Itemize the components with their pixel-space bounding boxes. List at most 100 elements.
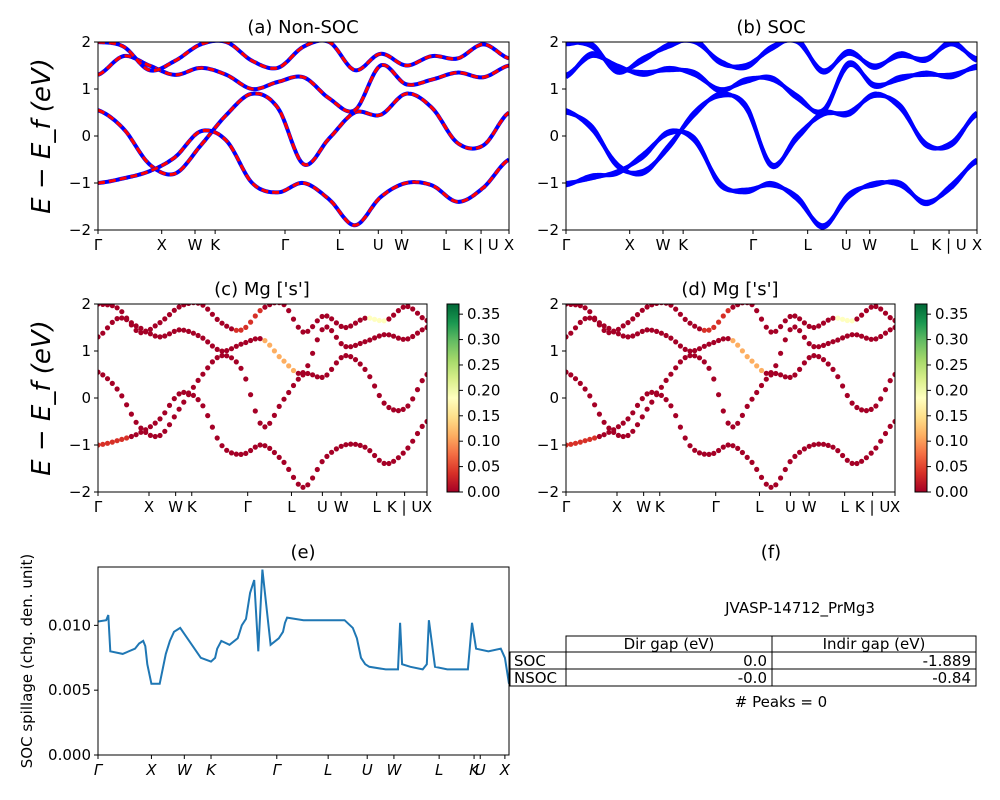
projected-point	[654, 328, 660, 334]
colorbar-tick-label: 0.20	[467, 381, 500, 399]
projected-point	[190, 392, 196, 398]
projected-point	[286, 308, 292, 314]
projected-point	[391, 407, 397, 413]
projected-point	[357, 361, 363, 367]
projected-point	[696, 355, 703, 361]
projected-point	[257, 308, 263, 314]
x-tick-label: L	[755, 498, 764, 516]
row-nsoc-indir: -0.84	[932, 669, 971, 687]
projected-point	[768, 370, 774, 376]
projected-point	[868, 406, 874, 412]
projected-point	[147, 326, 153, 332]
projected-point	[300, 329, 306, 335]
projected-point	[620, 333, 626, 339]
projected-point	[352, 357, 359, 363]
projected-point	[190, 330, 196, 336]
projected-point	[596, 433, 603, 440]
projected-point	[200, 304, 206, 308]
projected-point	[730, 304, 736, 310]
projected-point	[243, 324, 249, 330]
projected-point	[577, 304, 583, 309]
projected-point	[419, 315, 425, 321]
projected-point	[720, 313, 726, 319]
projected-point	[644, 406, 650, 412]
plot-frame	[97, 566, 510, 756]
x-tick-label: W	[862, 236, 877, 254]
projected-point	[572, 325, 579, 331]
projected-point	[98, 304, 101, 307]
projected-point	[849, 400, 855, 406]
projected-point	[128, 411, 134, 417]
projected-point	[887, 315, 893, 321]
projected-point	[410, 396, 416, 402]
y-tick-label: 1	[549, 342, 559, 360]
projected-point	[863, 308, 870, 314]
projected-point	[238, 365, 244, 371]
projected-point	[295, 481, 301, 487]
projected-point	[386, 316, 392, 322]
projected-point	[696, 450, 703, 456]
projected-point	[252, 313, 258, 319]
projected-point	[400, 304, 406, 310]
projected-point	[176, 406, 182, 412]
projected-point	[787, 374, 793, 380]
x-tick-label: L	[442, 236, 451, 254]
x-tick-label: K	[678, 236, 689, 254]
projected-point	[100, 441, 106, 447]
projected-point	[811, 442, 817, 448]
projected-point	[773, 363, 779, 369]
projected-point	[214, 435, 220, 441]
projected-point	[849, 460, 855, 466]
peaks-count: # Peaks = 0	[735, 693, 827, 711]
panel-e-ylabel: SOC spillage (chg. den. unit)	[18, 554, 36, 769]
projected-point	[376, 317, 382, 324]
x-tick-label: K | U	[463, 236, 498, 254]
projected-point	[319, 313, 325, 320]
projected-point	[238, 341, 244, 347]
projected-point	[271, 449, 277, 456]
projected-point	[248, 447, 254, 454]
y-tick-label: 0.010	[48, 616, 91, 634]
projected-point	[214, 346, 220, 352]
projected-point	[343, 442, 349, 448]
projected-point	[362, 315, 368, 321]
projected-point	[166, 331, 173, 337]
panel-a-title: (a) Non-SOC	[247, 17, 358, 38]
projected-point	[357, 340, 363, 347]
projected-point	[835, 448, 841, 454]
projected-point	[271, 348, 277, 354]
projected-point	[419, 327, 425, 333]
x-tick-label: L	[435, 761, 443, 779]
projected-point	[272, 304, 277, 306]
panel-b-title: (b) SOC	[736, 17, 805, 38]
x-tick-label: L	[803, 236, 812, 254]
projected-point	[228, 326, 235, 332]
row-nsoc-label: NSOC	[514, 669, 557, 687]
projected-point	[124, 402, 130, 408]
y-tick-label: −2	[537, 221, 559, 239]
projected-point	[892, 324, 895, 331]
projected-point	[114, 316, 120, 322]
projected-point	[166, 422, 173, 428]
projected-point	[878, 396, 884, 402]
projected-point	[333, 446, 339, 452]
projected-point	[873, 403, 879, 409]
projected-point	[706, 327, 712, 333]
material-id: JVASP-14712_PrMg3	[724, 599, 875, 618]
panel-d-colorbar: 0.00 0.05 0.10 0.15 0.20 0.25 0.30 0.35	[914, 303, 968, 501]
projected-point	[778, 324, 784, 330]
projected-point	[209, 424, 215, 430]
projected-point	[109, 304, 115, 309]
y-tick-label: 0	[81, 127, 91, 145]
projected-point	[673, 413, 679, 419]
projected-point	[338, 443, 344, 449]
projected-point	[859, 458, 865, 464]
projected-point	[849, 332, 855, 338]
x-tick-label: Γ	[94, 236, 103, 254]
projected-point	[801, 334, 808, 340]
projected-point	[682, 435, 688, 441]
projected-point	[854, 460, 860, 467]
projected-point	[228, 355, 235, 361]
projected-point	[305, 370, 311, 377]
